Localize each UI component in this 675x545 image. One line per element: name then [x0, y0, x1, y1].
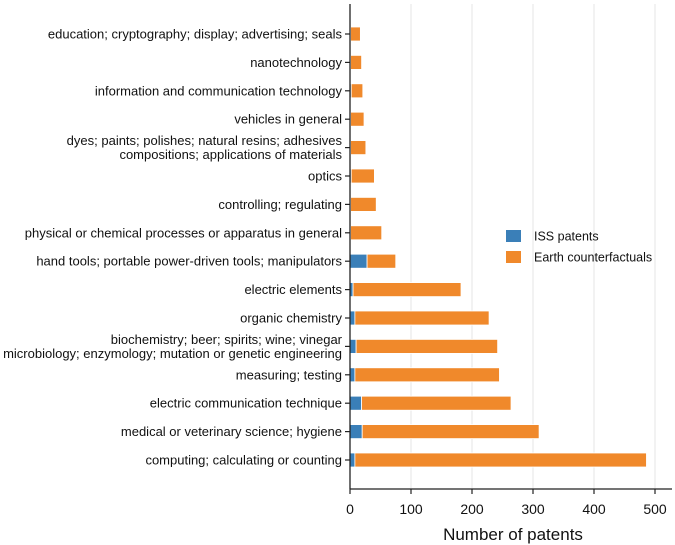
- category-label-line: electric communication technique: [150, 396, 342, 411]
- bar-earth-11: [355, 338, 499, 354]
- category-label-5: optics: [308, 169, 342, 184]
- category-label-line: compositions; applications of materials: [119, 147, 342, 162]
- category-label-2: information and communication technology: [95, 83, 343, 98]
- category-label-line: dyes; paints; polishes; natural resins; …: [67, 133, 343, 148]
- x-tick-label-100: 100: [399, 501, 423, 517]
- category-label-line: electric elements: [244, 282, 342, 297]
- category-label-10: organic chemistry: [240, 311, 342, 326]
- bar-earth-15: [354, 452, 647, 468]
- category-label-12: measuring; testing: [236, 367, 342, 382]
- bar-earth-1: [350, 55, 362, 70]
- bar-iss-15: [349, 452, 356, 468]
- bar-iss-10: [349, 310, 356, 326]
- bar-earth-12: [354, 367, 500, 383]
- category-label-line: nanotechnology: [250, 55, 342, 70]
- category-label-line: organic chemistry: [240, 311, 342, 326]
- bar-earth-0: [350, 26, 361, 42]
- bar-iss-11: [349, 338, 357, 354]
- category-label-line: education; cryptography; display; advert…: [48, 27, 343, 42]
- bar-earth-6: [350, 196, 377, 212]
- legend-swatch-0: [506, 230, 521, 242]
- category-label-9: electric elements: [244, 282, 342, 297]
- category-labels: education; cryptography; display; advert…: [3, 27, 350, 468]
- legend-label-0: ISS patents: [534, 230, 599, 244]
- bar-earth-7: [350, 225, 383, 241]
- x-tick-label-0: 0: [346, 501, 354, 517]
- category-label-line: physical or chemical processes or appara…: [25, 225, 342, 240]
- category-label-14: medical or veterinary science; hygiene: [121, 424, 342, 439]
- category-label-line: information and communication technology: [95, 83, 343, 98]
- bars: [349, 26, 647, 468]
- bar-earth-4: [350, 140, 367, 156]
- category-label-7: physical or chemical processes or appara…: [25, 225, 342, 240]
- legend-swatch-1: [506, 251, 521, 263]
- x-tick-label-200: 200: [460, 501, 484, 517]
- category-label-6: controlling; regulating: [218, 197, 342, 212]
- category-label-13: electric communication technique: [150, 396, 342, 411]
- bar-earth-8: [366, 253, 397, 269]
- category-label-line: medical or veterinary science; hygiene: [121, 424, 342, 439]
- bar-iss-14: [349, 424, 363, 440]
- bar-earth-2: [350, 83, 364, 99]
- bar-earth-13: [361, 395, 512, 411]
- category-label-15: computing; calculating or counting: [145, 453, 342, 468]
- x-tick-label-500: 500: [643, 501, 667, 517]
- category-label-line: controlling; regulating: [218, 197, 342, 212]
- category-label-line: optics: [308, 169, 342, 184]
- category-label-0: education; cryptography; display; advert…: [48, 27, 343, 42]
- x-tick-label-300: 300: [521, 501, 545, 517]
- bar-earth-14: [361, 424, 540, 440]
- category-label-line: microbiology; enzymology; mutation or ge…: [3, 346, 342, 361]
- category-label-line: biochemistry; beer; spirits; wine; vineg…: [111, 332, 343, 347]
- category-label-3: vehicles in general: [234, 112, 342, 127]
- legend-label-1: Earth counterfactuals: [534, 251, 652, 265]
- category-label-11: biochemistry; beer; spirits; wine; vineg…: [3, 332, 343, 361]
- bar-iss-12: [349, 367, 356, 383]
- x-tick-label-400: 400: [582, 501, 606, 517]
- bar-earth-3: [350, 111, 365, 127]
- category-label-line: computing; calculating or counting: [145, 453, 342, 468]
- category-label-1: nanotechnology: [250, 55, 342, 70]
- category-label-line: measuring; testing: [236, 367, 342, 382]
- bar-iss-8: [349, 253, 368, 269]
- gridlines: [410, 4, 656, 489]
- category-label-8: hand tools; portable power-driven tools;…: [36, 254, 342, 269]
- category-label-line: vehicles in general: [234, 112, 342, 127]
- legend: ISS patents Earth counterfactuals: [506, 230, 652, 265]
- bar-earth-5: [350, 168, 375, 184]
- x-ticks: 0 100 200 300 400 500: [346, 489, 667, 517]
- x-axis-title: Number of patents: [443, 525, 583, 544]
- bar-iss-13: [349, 395, 362, 411]
- bar-earth-9: [352, 282, 462, 298]
- category-label-line: hand tools; portable power-driven tools;…: [36, 254, 342, 269]
- category-label-4: dyes; paints; polishes; natural resins; …: [67, 133, 343, 162]
- bar-earth-10: [354, 310, 490, 326]
